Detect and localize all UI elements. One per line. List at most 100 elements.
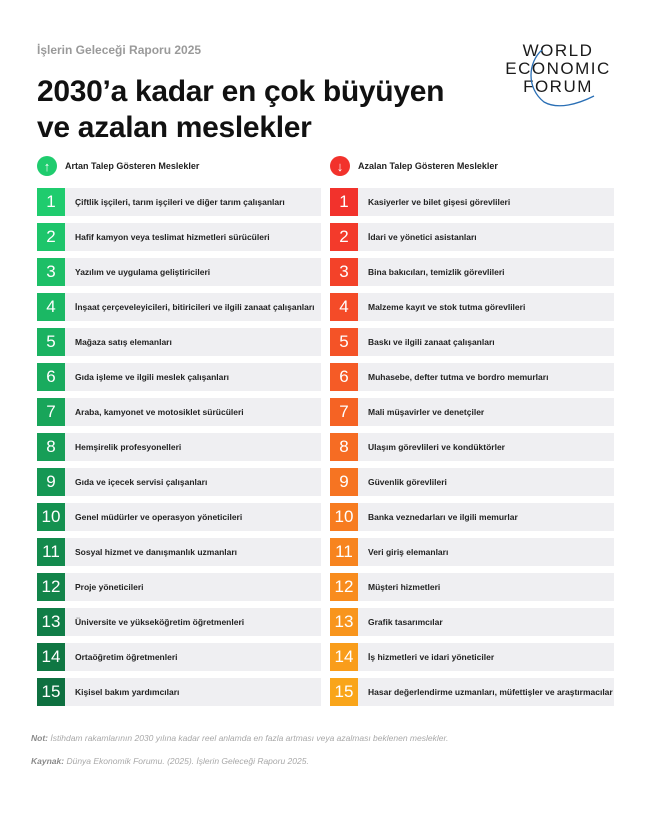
growing-list-item: 9 Gıda ve içecek servisi çalışanları <box>37 468 321 496</box>
growing-list-item: 11 Sosyal hizmet ve danışmanlık uzmanları <box>37 538 321 566</box>
occupation-name: Gıda işleme ve ilgili meslek çalışanları <box>75 372 230 382</box>
occupation-name: Kasiyerler ve bilet gişesi görevlileri <box>368 197 511 207</box>
title-line-2: ve azalan meslekler <box>37 111 312 144</box>
rank-badge: 2 <box>330 223 358 251</box>
occupation-name: İdari ve yönetici asistanları <box>368 232 477 242</box>
occupation-name: Muhasebe, defter tutma ve bordro memurla… <box>368 372 549 382</box>
logo-line-3: FORUM <box>523 77 593 96</box>
occupation-name: Hemşirelik profesyonelleri <box>75 442 182 452</box>
occupation-name: Hafif kamyon veya teslimat hizmetleri sü… <box>75 232 270 242</box>
occupation-name: Genel müdürler ve operasyon yöneticileri <box>75 512 243 522</box>
declining-list-item: 4 Malzeme kayıt ve stok tutma görevlileri <box>330 293 614 321</box>
rank-badge: 14 <box>37 643 65 671</box>
occupation-name: Ulaşım görevlileri ve kondüktörler <box>368 442 505 452</box>
occupation-name: Ortaöğretim öğretmenleri <box>75 652 178 662</box>
declining-list-item: 14 İş hizmetleri ve idari yöneticiler <box>330 643 614 671</box>
page-title: 2030’a kadar en çok büyüyen ve azalan me… <box>37 74 444 146</box>
declining-list-item: 6 Muhasebe, defter tutma ve bordro memurl… <box>330 363 614 391</box>
occupation-name: Sosyal hizmet ve danışmanlık uzmanları <box>75 547 238 557</box>
rank-badge: 13 <box>37 608 65 636</box>
growing-list-item: 8 Hemşirelik profesyonelleri <box>37 433 321 461</box>
growing-list-item: 4 İnşaat çerçeveleyicileri, bitiricileri … <box>37 293 321 321</box>
rank-badge: 2 <box>37 223 65 251</box>
occupation-name: Bina bakıcıları, temizlik görevlileri <box>368 267 505 277</box>
occupation-name: Yazılım ve uygulama geliştiricileri <box>75 267 211 277</box>
declining-list-item: 2 İdari ve yönetici asistanları <box>330 223 614 251</box>
rank-badge: 10 <box>330 503 358 531</box>
declining-list-item: 7 Mali müşavirler ve denetçiler <box>330 398 614 426</box>
occupation-name: Kişisel bakım yardımcıları <box>75 687 180 697</box>
declining-heading: Azalan Talep Gösteren Meslekler <box>358 161 498 171</box>
declining-list-item: 10 Banka veznedarları ve ilgili memurlar <box>330 503 614 531</box>
occupation-name: Veri giriş elemanları <box>368 547 449 557</box>
declining-list-item: 15 Hasar değerlendirme uzmanları, müfetti… <box>330 678 614 706</box>
rank-badge: 6 <box>37 363 65 391</box>
rank-badge: 4 <box>37 293 65 321</box>
occupation-name: Proje yöneticileri <box>75 582 144 592</box>
declining-list-item: 3 Bina bakıcıları, temizlik görevlileri <box>330 258 614 286</box>
source-text: Dünya Ekonomik Forumu. (2025). İşlerin G… <box>66 756 309 766</box>
rank-badge: 3 <box>37 258 65 286</box>
rank-badge: 12 <box>37 573 65 601</box>
note-text: İstihdam rakamlarının 2030 yılına kadar … <box>50 733 449 743</box>
declining-list-item: 5 Baskı ve ilgili zanaat çalışanları <box>330 328 614 356</box>
rank-badge: 1 <box>37 188 65 216</box>
growing-list-item: 1 Çiftlik işçileri, tarım işçileri ve diğ… <box>37 188 321 216</box>
growing-list-item: 3 Yazılım ve uygulama geliştiricileri <box>37 258 321 286</box>
declining-list-item: 12 Müşteri hizmetleri <box>330 573 614 601</box>
occupation-name: İnşaat çerçeveleyicileri, bitiricileri v… <box>75 302 315 312</box>
occupation-name: Grafik tasarımcılar <box>368 617 443 627</box>
rank-badge: 5 <box>37 328 65 356</box>
rank-badge: 15 <box>330 678 358 706</box>
occupation-name: Gıda ve içecek servisi çalışanları <box>75 477 208 487</box>
declining-list-item: 8 Ulaşım görevlileri ve kondüktörler <box>330 433 614 461</box>
declining-list-item: 13 Grafik tasarımcılar <box>330 608 614 636</box>
occupation-name: Mağaza satış elemanları <box>75 337 172 347</box>
occupation-name: İş hizmetleri ve idari yöneticiler <box>368 652 495 662</box>
rank-badge: 4 <box>330 293 358 321</box>
occupation-name: Üniversite ve yükseköğretim öğretmenleri <box>75 617 245 627</box>
rank-badge: 9 <box>330 468 358 496</box>
declining-column: ↓ Azalan Talep Gösteren Meslekler 1 Kasiy… <box>330 153 614 713</box>
rank-badge: 12 <box>330 573 358 601</box>
growing-list-item: 5 Mağaza satış elemanları <box>37 328 321 356</box>
growing-list-item: 15 Kişisel bakım yardımcıları <box>37 678 321 706</box>
growing-list-item: 2 Hafif kamyon veya teslimat hizmetleri s… <box>37 223 321 251</box>
title-line-1: 2030’a kadar en çok büyüyen <box>37 75 445 108</box>
rank-badge: 13 <box>330 608 358 636</box>
rank-badge: 11 <box>330 538 358 566</box>
note: Not: İstihdam rakamlarının 2030 yılına k… <box>31 733 448 743</box>
source: Kaynak: Dünya Ekonomik Forumu. (2025). İ… <box>31 756 309 766</box>
rank-badge: 6 <box>330 363 358 391</box>
rank-badge: 7 <box>37 398 65 426</box>
declining-list-item: 9 Güvenlik görevlileri <box>330 468 614 496</box>
occupation-name: Çiftlik işçileri, tarım işçileri ve diğe… <box>75 197 285 207</box>
occupation-name: Banka veznedarları ve ilgili memurlar <box>368 512 518 522</box>
rank-badge: 8 <box>330 433 358 461</box>
rank-badge: 11 <box>37 538 65 566</box>
note-label: Not: <box>31 733 48 743</box>
growing-list-item: 13 Üniversite ve yükseköğretim öğretmenle… <box>37 608 321 636</box>
rank-badge: 15 <box>37 678 65 706</box>
wef-logo: WORLD ECONOMIC FORUM <box>498 41 618 107</box>
arrow-down-icon: ↓ <box>330 156 350 176</box>
growing-list-item: 14 Ortaöğretim öğretmenleri <box>37 643 321 671</box>
rank-badge: 5 <box>330 328 358 356</box>
occupation-name: Hasar değerlendirme uzmanları, müfettişl… <box>368 687 613 697</box>
occupation-name: Mali müşavirler ve denetçiler <box>368 407 485 417</box>
rank-badge: 1 <box>330 188 358 216</box>
logo-line-1: WORLD <box>522 41 594 60</box>
rank-badge: 9 <box>37 468 65 496</box>
growing-heading: Artan Talep Gösteren Meslekler <box>65 161 200 171</box>
growing-list-item: 12 Proje yöneticileri <box>37 573 321 601</box>
growing-list-item: 10 Genel müdürler ve operasyon yöneticile… <box>37 503 321 531</box>
rank-badge: 8 <box>37 433 65 461</box>
growing-column: ↑ Artan Talep Gösteren Meslekler 1 Çiftli… <box>37 153 321 713</box>
occupation-name: Müşteri hizmetleri <box>368 582 441 592</box>
rank-badge: 10 <box>37 503 65 531</box>
growing-list-item: 7 Araba, kamyonet ve motosiklet sürücüler… <box>37 398 321 426</box>
declining-list-item: 11 Veri giriş elemanları <box>330 538 614 566</box>
occupation-name: Araba, kamyonet ve motosiklet sürücüleri <box>75 407 244 417</box>
logo-arc-icon <box>530 49 595 107</box>
rank-badge: 14 <box>330 643 358 671</box>
